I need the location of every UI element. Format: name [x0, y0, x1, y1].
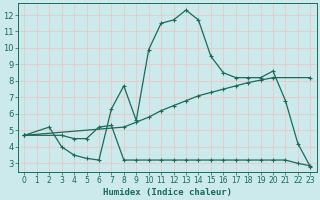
X-axis label: Humidex (Indice chaleur): Humidex (Indice chaleur) — [103, 188, 232, 197]
